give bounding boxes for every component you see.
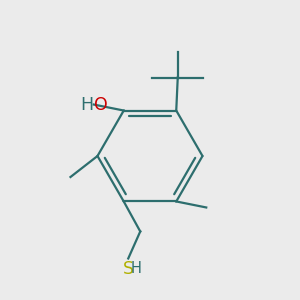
- Text: S: S: [123, 260, 134, 278]
- Text: H: H: [81, 95, 94, 113]
- Text: H: H: [130, 261, 141, 276]
- Text: O: O: [94, 95, 108, 113]
